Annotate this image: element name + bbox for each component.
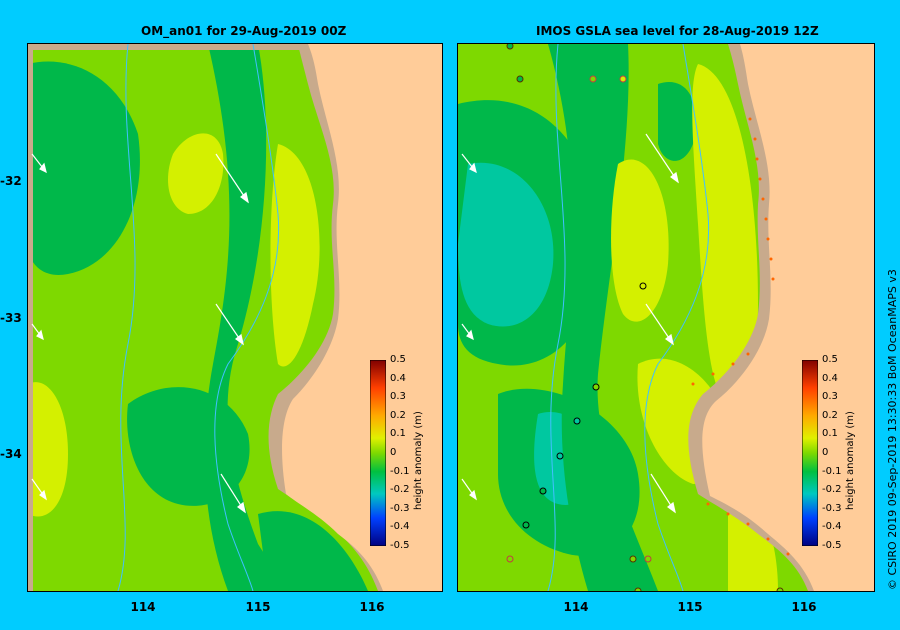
x-axis-label: 114 bbox=[130, 600, 156, 614]
current-vectors bbox=[461, 133, 679, 514]
bathymetry-contour bbox=[644, 44, 710, 591]
x-axis-label: 115 bbox=[245, 600, 271, 614]
colorbar-tick-label: 0.5 bbox=[822, 354, 838, 365]
colorbar-tick-label: 0.4 bbox=[390, 372, 406, 384]
colorbar-tick-label: 0 bbox=[390, 447, 397, 458]
colorbar-tick-label: 0.1 bbox=[822, 428, 838, 440]
anomaly-lowest-region bbox=[458, 162, 554, 327]
frame-edge bbox=[28, 44, 442, 50]
anomaly-high-region bbox=[692, 64, 758, 404]
right-map-panel[interactable] bbox=[457, 43, 875, 592]
colorbar-tick-label: -0.3 bbox=[822, 502, 842, 514]
colorbar-tick-label: 0.2 bbox=[822, 409, 838, 421]
y-axis-label: -33 bbox=[0, 311, 22, 325]
x-axis-label: 116 bbox=[359, 600, 385, 614]
colorbar-tick-label: 0.4 bbox=[822, 372, 838, 384]
anomaly-low-region bbox=[28, 61, 140, 275]
left-colorbar-title: height anomaly (m) bbox=[413, 411, 424, 510]
colorbar-tick-label: -0.1 bbox=[390, 465, 410, 477]
x-axis-label: 115 bbox=[677, 600, 703, 614]
anomaly-low-band bbox=[548, 44, 658, 591]
colorbar-tick-label: -0.2 bbox=[822, 484, 842, 496]
observation-markers bbox=[506, 44, 784, 591]
colorbar-tick-label: 0.1 bbox=[390, 428, 406, 440]
left-panel-title: OM_an01 for 29-Aug-2019 00Z bbox=[141, 24, 347, 38]
anomaly-high-region bbox=[168, 133, 224, 214]
right-panel-title: IMOS GSLA sea level for 28-Aug-2019 12Z bbox=[536, 24, 819, 38]
anomaly-low-band bbox=[204, 44, 288, 591]
colorbar-gradient bbox=[801, 359, 819, 547]
current-vectors bbox=[31, 153, 249, 514]
anomaly-low-region bbox=[258, 511, 368, 591]
x-axis-label: 114 bbox=[563, 600, 589, 614]
credit-text: © CSIRO 2019 09-Sep-2019 13:30:33 BoM Oc… bbox=[886, 269, 899, 590]
right-map-svg bbox=[458, 44, 874, 591]
right-colorbar-title: height anomaly (m) bbox=[845, 411, 856, 510]
anomaly-high-region bbox=[611, 159, 669, 322]
left-map-svg bbox=[28, 44, 442, 591]
bathymetry-contour bbox=[117, 44, 136, 591]
colorbar-tick-label: -0.3 bbox=[390, 502, 410, 514]
y-axis-label: -32 bbox=[0, 174, 22, 188]
land-mass bbox=[282, 44, 442, 591]
x-axis-label: 116 bbox=[791, 600, 817, 614]
bathymetry-contour bbox=[547, 44, 566, 591]
colorbar-tick-label: 0.3 bbox=[822, 391, 838, 403]
colorbar-tick-label: 0.2 bbox=[390, 409, 406, 421]
colorbar-tick-label: 0 bbox=[822, 447, 829, 458]
bathymetry-contour bbox=[214, 44, 280, 591]
altimetry-track-points bbox=[691, 117, 790, 556]
colorbar-tick-label: -0.4 bbox=[822, 521, 842, 533]
frame-edge bbox=[28, 44, 33, 591]
colorbar-gradient bbox=[369, 359, 387, 547]
anomaly-high-region bbox=[28, 382, 68, 517]
left-map-panel[interactable] bbox=[27, 43, 443, 592]
anomaly-low-region bbox=[658, 82, 697, 161]
colorbar-tick-label: -0.2 bbox=[390, 484, 410, 496]
colorbar-tick-label: 0.5 bbox=[390, 354, 406, 365]
colorbar-tick-label: -0.5 bbox=[822, 540, 842, 551]
land-mass bbox=[702, 44, 874, 591]
right-colorbar bbox=[801, 359, 819, 550]
colorbar-tick-label: -0.1 bbox=[822, 465, 842, 477]
colorbar-tick-label: -0.5 bbox=[390, 540, 410, 551]
colorbar-tick-label: -0.4 bbox=[390, 521, 410, 533]
anomaly-high-region bbox=[270, 144, 320, 367]
colorbar-tick-label: 0.3 bbox=[390, 391, 406, 403]
left-colorbar bbox=[369, 359, 387, 550]
y-axis-label: -34 bbox=[0, 447, 22, 461]
